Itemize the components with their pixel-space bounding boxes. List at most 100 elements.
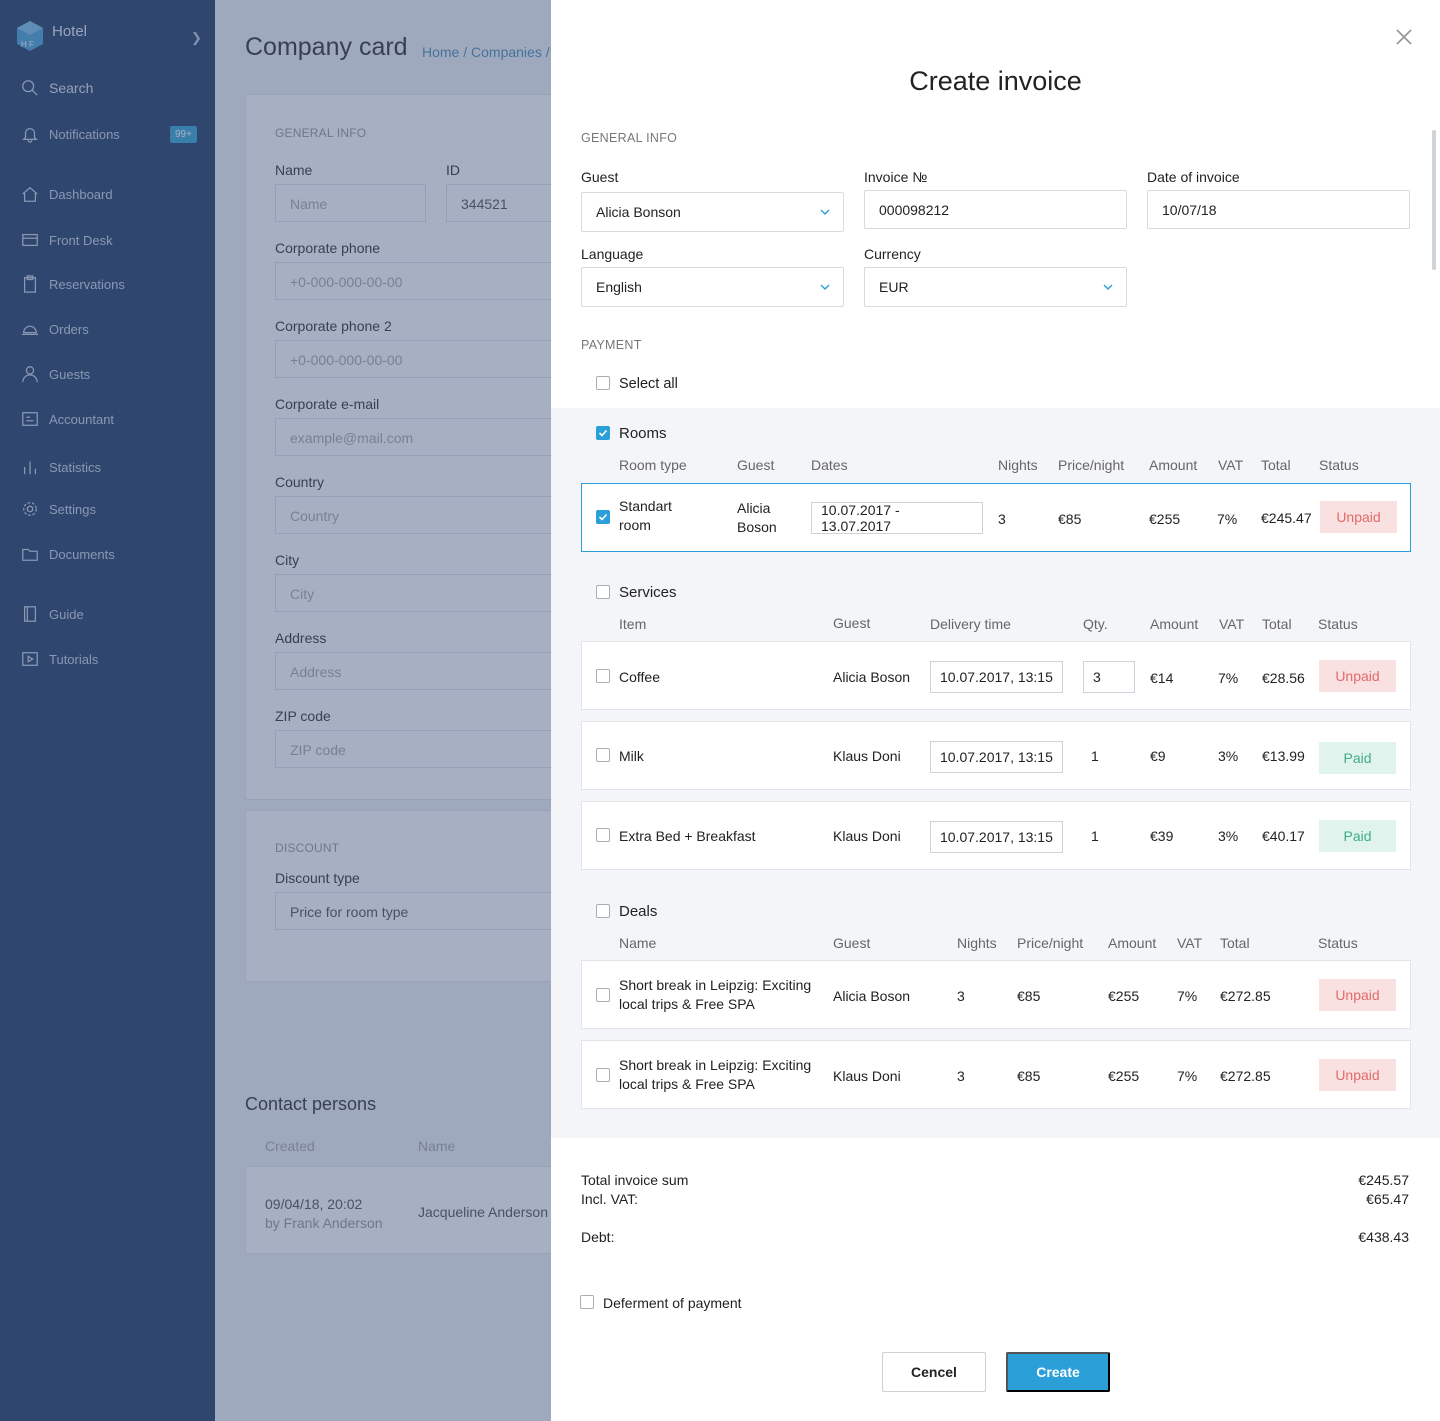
language-select[interactable]: English: [581, 267, 844, 307]
close-icon[interactable]: [1393, 26, 1415, 48]
sidebar-item-label: Guide: [49, 606, 84, 622]
sidebar-item-statistics[interactable]: Statistics: [0, 449, 215, 485]
currency-label: Currency: [864, 246, 921, 262]
section-title: GENERAL INFO: [581, 131, 678, 145]
modal-title: Create invoice: [909, 66, 1082, 96]
row-checkbox[interactable]: [596, 510, 610, 524]
quantity-input[interactable]: 3: [1083, 661, 1135, 693]
email-input[interactable]: example@mail.com: [275, 418, 565, 456]
sidebar-item-label: Statistics: [49, 459, 102, 475]
sidebar-item-label: Notifications: [49, 126, 120, 142]
column-header: VAT: [1218, 457, 1244, 473]
sidebar-item-guests[interactable]: Guests: [0, 356, 215, 392]
sidebar-item-front-desk[interactable]: Front Desk: [0, 222, 215, 258]
table-row[interactable]: Short break in Leipzig: Exciting local t…: [581, 960, 1411, 1029]
status-badge: Unpaid: [1319, 660, 1396, 692]
select-all-checkbox[interactable]: [596, 376, 610, 390]
table-row[interactable]: Short break in Leipzig: Exciting local t…: [581, 1040, 1411, 1109]
sidebar-item-label: Orders: [49, 321, 89, 337]
row-checkbox[interactable]: [596, 669, 610, 683]
sidebar-collapse-icon[interactable]: ❯: [191, 30, 202, 45]
gear-icon: [20, 499, 40, 519]
date-input[interactable]: 10/07/18: [1147, 190, 1410, 229]
sidebar-item-reservations[interactable]: Reservations: [0, 266, 215, 302]
amount: €255: [1149, 511, 1181, 527]
price-per-night: €85: [1017, 988, 1041, 1004]
currency-select[interactable]: EUR: [864, 267, 1127, 307]
bell-icon: [20, 124, 40, 144]
row-checkbox[interactable]: [596, 748, 610, 762]
email-label: Corporate e-mail: [275, 396, 380, 412]
sidebar-item-label: Settings: [49, 501, 96, 517]
page-title: Company card: [245, 33, 408, 61]
address-input[interactable]: Address: [275, 652, 565, 690]
sidebar-item-settings[interactable]: Settings: [0, 491, 215, 527]
id-input[interactable]: 344521: [446, 184, 566, 222]
dates-field[interactable]: 10.07.2017 - 13.07.2017: [811, 502, 983, 534]
column-header: Total: [1220, 935, 1250, 951]
sidebar-item-label: Front Desk: [49, 232, 113, 248]
vat: 7%: [1218, 670, 1239, 686]
table-row[interactable]: Standart room Alicia Boson 10.07.2017 - …: [581, 483, 1411, 552]
status-badge: Unpaid: [1319, 979, 1396, 1011]
table-row[interactable]: Coffee Alicia Boson 10.07.2017, 13:15 3 …: [581, 641, 1411, 710]
breadcrumb[interactable]: Home / Companies /: [422, 44, 550, 60]
contact-name: Jacqueline Anderson: [418, 1204, 548, 1220]
sidebar-item-accountant[interactable]: Accountant: [0, 401, 215, 437]
book-icon: [20, 604, 40, 624]
sidebar-item-dashboard[interactable]: Dashboard: [0, 176, 215, 212]
table-row[interactable]: Extra Bed + Breakfast Klaus Doni 10.07.2…: [581, 801, 1411, 870]
guest-select[interactable]: Alicia Bonson: [581, 192, 844, 232]
column-header: Item: [619, 616, 647, 632]
sidebar-search[interactable]: Search: [0, 70, 215, 106]
column-header: VAT: [1219, 616, 1245, 632]
name-input[interactable]: Name: [275, 184, 426, 222]
city-input[interactable]: City: [275, 574, 565, 612]
sidebar-item-documents[interactable]: Documents: [0, 536, 215, 572]
zip-input[interactable]: ZIP code: [275, 730, 565, 768]
delivery-time-field[interactable]: 10.07.2017, 13:15: [930, 741, 1063, 773]
corporate-phone-input[interactable]: +0-000-000-00-00: [275, 262, 565, 300]
corporate-phone-label: Corporate phone: [275, 240, 381, 256]
modal-backdrop[interactable]: [0, 0, 551, 1421]
country-input[interactable]: Country: [275, 496, 565, 534]
row-checkbox[interactable]: [596, 988, 610, 1002]
column-header-created: Created: [265, 1138, 315, 1154]
create-button[interactable]: Create: [1006, 1352, 1110, 1392]
sidebar-item-guide[interactable]: Guide: [0, 596, 215, 632]
item-name: Coffee: [619, 669, 660, 685]
total: €272.85: [1220, 988, 1271, 1004]
invoice-no-input[interactable]: 000098212: [864, 190, 1127, 229]
deals-label: Deals: [619, 903, 658, 920]
discount-type-select[interactable]: Price for room type: [275, 892, 565, 930]
svg-text:H F: H F: [21, 40, 34, 49]
column-header: Price/night: [1017, 935, 1084, 951]
cancel-button[interactable]: Cencel: [882, 1352, 986, 1392]
column-header: Guest: [737, 457, 775, 473]
contact-created: 09/04/18, 20:02: [265, 1196, 363, 1212]
sidebar-item-notifications[interactable]: Notifications 99+: [0, 116, 215, 152]
sidebar: H F Hotel ❯ Search Notifications 99+ Das…: [0, 0, 215, 1421]
column-header: Status: [1318, 616, 1358, 632]
row-checkbox[interactable]: [596, 1068, 610, 1082]
total: €28.56: [1262, 670, 1305, 686]
deals-checkbox[interactable]: [596, 904, 610, 918]
guest-name: Alicia Boson: [737, 500, 777, 535]
sidebar-item-tutorials[interactable]: Tutorials: [0, 641, 215, 677]
scrollbar[interactable]: [1432, 130, 1436, 270]
column-header: Amount: [1149, 457, 1198, 473]
delivery-time-field[interactable]: 10.07.2017, 13:15: [930, 661, 1063, 693]
sidebar-item-orders[interactable]: Orders: [0, 311, 215, 347]
clipboard-icon: [20, 274, 40, 294]
row-checkbox[interactable]: [596, 828, 610, 842]
table-row[interactable]: Milk Klaus Doni 10.07.2017, 13:15 1 €9 3…: [581, 721, 1411, 790]
corporate-phone2-input[interactable]: +0-000-000-00-00: [275, 340, 565, 378]
column-header: Name: [619, 935, 657, 951]
rooms-checkbox[interactable]: [596, 426, 610, 440]
deferment-checkbox[interactable]: [580, 1295, 594, 1309]
services-checkbox[interactable]: [596, 585, 610, 599]
amount: €255: [1108, 988, 1140, 1004]
vat: 7%: [1177, 988, 1198, 1004]
delivery-time-field[interactable]: 10.07.2017, 13:15: [930, 821, 1063, 853]
quantity: 1: [1091, 828, 1099, 844]
